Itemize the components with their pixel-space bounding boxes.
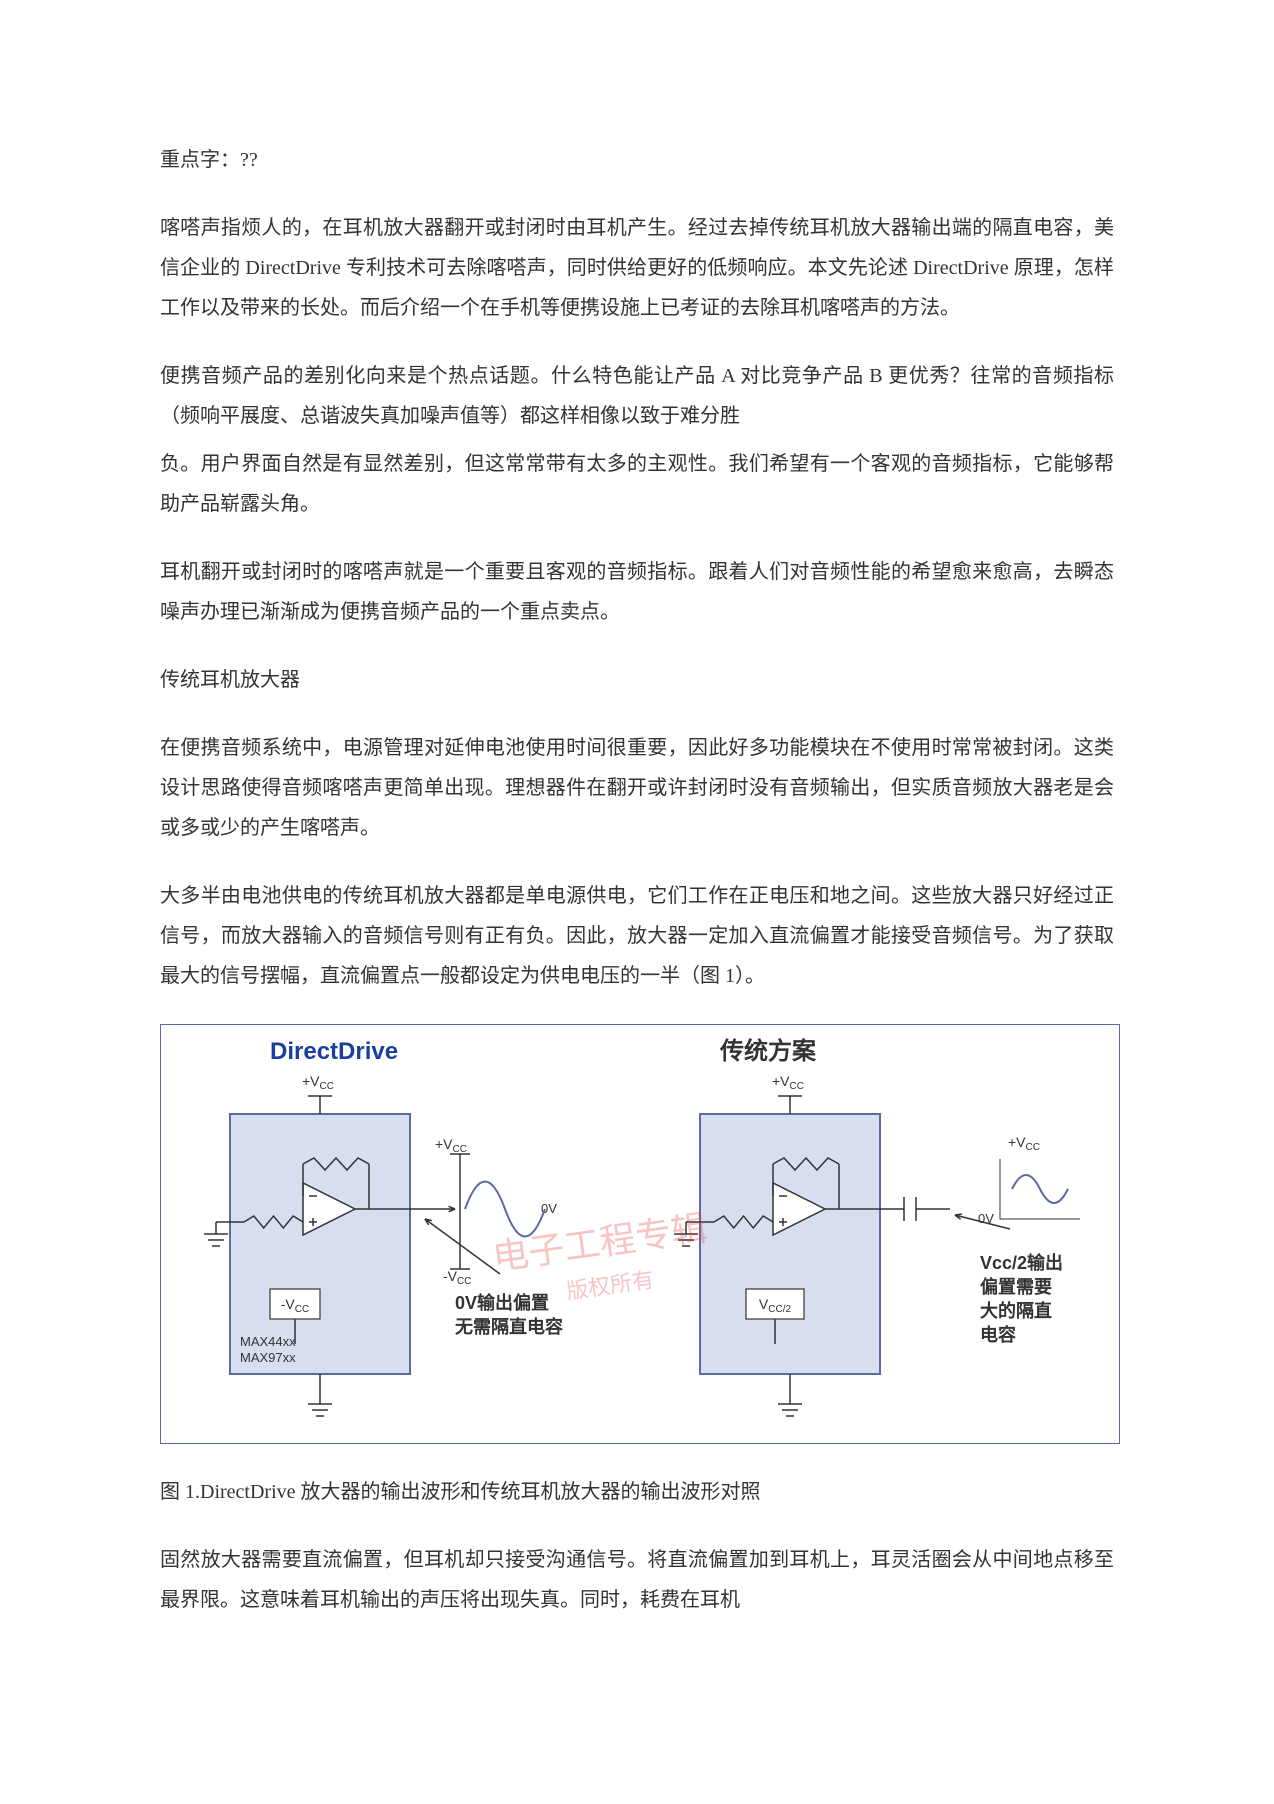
svg-text:MAX44xx: MAX44xx	[240, 1334, 296, 1349]
figure-1-svg: DirectDrive传统方案+VCCMAX44xxMAX97xx-VCC+VC…	[160, 1024, 1120, 1444]
svg-text:无需隔直电容: 无需隔直电容	[455, 1316, 563, 1337]
svg-text:传统方案: 传统方案	[719, 1037, 817, 1065]
svg-text:电容: 电容	[980, 1324, 1016, 1345]
svg-text:MAX97xx: MAX97xx	[240, 1350, 296, 1365]
svg-text:DirectDrive: DirectDrive	[270, 1038, 398, 1065]
paragraph-5: 大多半由电池供电的传统耳机放大器都是单电源供电，它们工作在正电压和地之间。这些放…	[160, 876, 1114, 996]
paragraph-6: 固然放大器需要直流偏置，但耳机却只接受沟通信号。将直流偏置加到耳机上，耳灵活圈会…	[160, 1540, 1114, 1620]
figure-1: DirectDrive传统方案+VCCMAX44xxMAX97xx-VCC+VC…	[160, 1024, 1114, 1444]
svg-text:0V输出偏置: 0V输出偏置	[455, 1292, 549, 1313]
svg-text:Vcc/2输出: Vcc/2输出	[980, 1252, 1063, 1273]
paragraph-2a: 便携音频产品的差别化向来是个热点话题。什么特色能让产品 A 对比竞争产品 B 更…	[160, 356, 1114, 436]
paragraph-1: 喀嗒声指烦人的，在耳机放大器翻开或封闭时由耳机产生。经过去掉传统耳机放大器输出端…	[160, 208, 1114, 328]
svg-text:偏置需要: 偏置需要	[980, 1276, 1052, 1297]
paragraph-3: 耳机翻开或封闭时的喀嗒声就是一个重要且客观的音频指标。跟着人们对音频性能的希望愈…	[160, 552, 1114, 632]
figure-1-caption: 图 1.DirectDrive 放大器的输出波形和传统耳机放大器的输出波形对照	[160, 1472, 1114, 1512]
section-heading: 传统耳机放大器	[160, 660, 1114, 700]
paragraph-4: 在便携音频系统中，电源管理对延伸电池使用时间很重要，因此好多功能模块在不使用时常…	[160, 728, 1114, 848]
keyword-line: 重点字：??	[160, 140, 1114, 180]
svg-text:大的隔直: 大的隔直	[980, 1300, 1052, 1321]
paragraph-2b: 负。用户界面自然是有显然差别，但这常常带有太多的主观性。我们希望有一个客观的音频…	[160, 444, 1114, 524]
